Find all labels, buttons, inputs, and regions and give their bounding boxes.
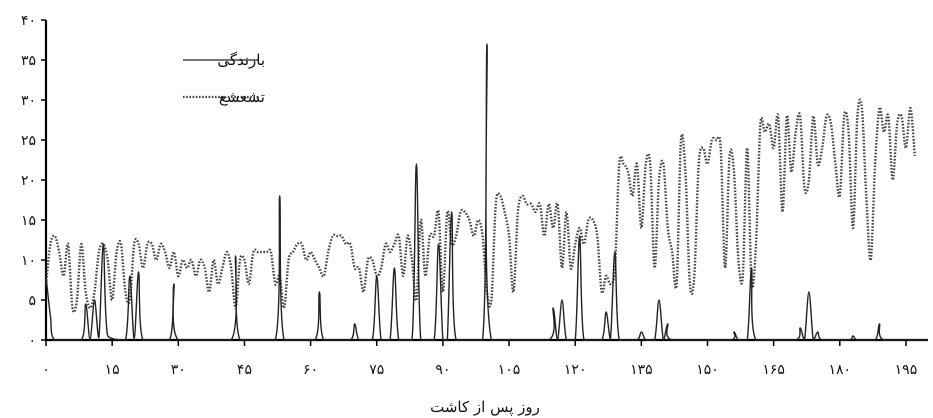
y-tick-label: ۳۰ [21, 93, 36, 109]
y-tick-label: ۵ [28, 293, 36, 309]
x-tick-label: ۱۲۰ [564, 362, 587, 378]
x-tick-label: ۱۰۵ [498, 362, 521, 378]
x-tick-label: ۱۵۰ [696, 362, 719, 378]
y-tick-label: ۳۵ [21, 53, 36, 69]
x-tick-label: ۶۰ [303, 362, 318, 378]
y-tick-label: ۱۵ [21, 213, 36, 229]
y-tick-label: ۴۰ [21, 13, 36, 29]
y-tick-label: ۲۵ [21, 133, 36, 149]
x-tick-label: ۱۶۵ [762, 362, 785, 378]
x-tick-label: ۱۹۵ [895, 362, 918, 378]
x-tick-label: ۱۳۵ [630, 362, 653, 378]
y-tick-label: ۱۰ [21, 253, 36, 269]
x-tick-label: ۴۵ [237, 362, 252, 378]
legend-label-rainfall: بارندگی [217, 51, 265, 69]
x-tick-label: ۳۰ [171, 362, 186, 378]
series-line-radiation [44, 98, 916, 314]
x-tick-label: ۹۰ [435, 362, 450, 378]
legend: بارندگی تشعشع [183, 51, 265, 106]
axes: ۰ ۵ ۱۰ ۱۵ ۲۰ ۲۵ ۳۰ ۳۵ ۴۰ ۰ ۱۵ ۳۰ ۴۵ ۶۰ ۷۵ ۹۰ ۱۰۵ ۱۲۰ ۱۳۵ ۱۵… [21, 13, 928, 378]
y-tick-label: ۰ [28, 333, 36, 349]
x-axis-title: روز پس از کاشت [430, 398, 540, 416]
series-line-rainfall [45, 43, 928, 341]
x-tick-label: ۱۵ [105, 362, 120, 378]
x-tick-label: ۷۵ [369, 362, 384, 378]
series-layer [44, 43, 928, 341]
x-tick-label: ۰ [42, 362, 50, 378]
y-tick-label: ۲۰ [21, 173, 36, 189]
x-tick-label: ۱۸۰ [829, 362, 852, 378]
legend-label-radiation: تشعشع [219, 88, 265, 106]
